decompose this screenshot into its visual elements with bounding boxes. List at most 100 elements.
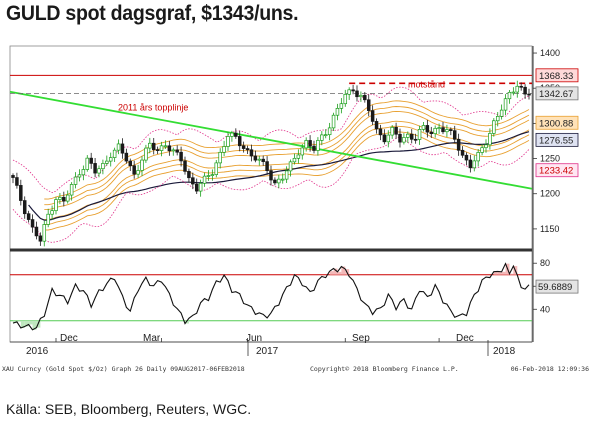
osc-overbought-fill <box>497 271 502 275</box>
price-candle <box>280 178 285 181</box>
annotation-resistance-label: motstånd <box>408 80 445 90</box>
price-candle <box>308 140 312 147</box>
ma-band-line <box>44 110 530 211</box>
axis-layer: 1150120012501300135014001368.331342.6713… <box>10 48 579 357</box>
price-candle <box>89 157 93 164</box>
osc-overbought-fill <box>333 268 338 275</box>
oscillator-layer <box>10 262 532 331</box>
price-candle <box>210 174 215 176</box>
price-candle <box>394 126 398 135</box>
price-candle <box>316 140 320 151</box>
price-candle <box>304 140 308 149</box>
price-candle <box>484 144 488 149</box>
price-candle <box>159 145 164 151</box>
price-candle <box>288 161 293 172</box>
price-candle <box>128 160 133 167</box>
price-candle <box>366 99 371 111</box>
price-candle <box>241 145 246 149</box>
price-candle <box>62 196 66 202</box>
price-candle <box>523 86 527 95</box>
price-candle <box>15 177 19 186</box>
price-candle <box>386 134 391 143</box>
price-candle <box>191 177 195 185</box>
price-candle <box>327 127 332 136</box>
price-candle <box>495 116 500 122</box>
price-candle <box>26 213 31 220</box>
x-month-label: Mar <box>143 333 161 344</box>
price-candle <box>449 129 453 131</box>
price-candle <box>445 129 449 133</box>
osc-oversold-fill <box>28 320 33 325</box>
price-candle <box>472 160 477 169</box>
value-label-box <box>535 132 579 147</box>
price-candle <box>171 149 176 152</box>
price-candle <box>226 136 230 147</box>
price-candle <box>382 134 387 143</box>
osc-overbought-fill <box>329 271 334 275</box>
price-candle <box>437 127 441 129</box>
price-candle <box>140 159 144 171</box>
ma-band-line <box>44 120 530 220</box>
price-candle <box>335 107 340 116</box>
price-candle <box>359 94 363 98</box>
price-candle <box>413 138 418 141</box>
osc-overbought-fill <box>501 271 506 275</box>
price-candle <box>151 142 156 150</box>
price-candle <box>515 85 520 93</box>
price-candle <box>433 127 437 135</box>
price-candle <box>42 224 47 242</box>
price-candle <box>429 131 434 135</box>
value-label-text: 1276.55 <box>539 135 573 146</box>
price-candle <box>249 149 254 157</box>
price-candle <box>198 182 203 192</box>
osc-oversold-fill <box>24 320 29 327</box>
price-candle <box>101 163 105 170</box>
price-candle <box>370 110 375 122</box>
price-candle <box>155 149 160 151</box>
oscillator-line <box>12 262 530 331</box>
osc-oversold-fill <box>20 320 25 328</box>
price-candle <box>136 170 140 175</box>
ma-band-line <box>44 106 530 206</box>
osc-value-box <box>535 279 579 294</box>
annotation-topline-label: 2011 års topplinje <box>118 103 188 113</box>
footer-left: XAU Curncy (Gold Spot $/Oz) Graph 26 Dai… <box>2 365 245 373</box>
price-candle <box>30 219 35 228</box>
price-candle <box>452 130 457 140</box>
y-tick-label: 1200 <box>540 189 560 199</box>
price-candle <box>265 161 269 171</box>
price-candle <box>339 103 344 109</box>
price-candle <box>194 183 199 192</box>
price-candle <box>77 174 82 178</box>
price-candle <box>11 175 15 178</box>
price-candle <box>69 184 74 196</box>
osc-tick-label: 80 <box>540 258 550 268</box>
x-month-label: Sep <box>352 333 370 344</box>
price-candle <box>253 155 258 161</box>
price-candle <box>273 179 277 184</box>
osc-overbought-fill <box>493 271 498 275</box>
price-candle <box>409 133 414 140</box>
price-candle <box>85 157 90 170</box>
price-candle <box>175 149 179 153</box>
price-candle <box>300 147 305 156</box>
price-candle <box>73 176 78 185</box>
price-candle <box>351 89 355 92</box>
price-candle <box>222 146 226 153</box>
price-candle <box>237 136 242 147</box>
price-candle <box>464 154 469 161</box>
price-candle <box>144 147 148 161</box>
x-year-label: 2017 <box>256 346 279 357</box>
chart-area: 2011 års topplinje motstånd 1150 1200 1250 1… <box>0 42 591 380</box>
price-candle <box>269 170 273 181</box>
price-candle <box>363 94 367 101</box>
price-candle <box>22 200 27 215</box>
bollinger-lower-line <box>12 136 530 243</box>
price-candle <box>456 138 461 151</box>
price-candle <box>480 147 484 153</box>
price-candle <box>58 196 62 200</box>
price-candle <box>347 89 351 95</box>
price-candle <box>234 132 238 137</box>
price-candle <box>425 125 430 133</box>
price-candle <box>390 126 394 136</box>
